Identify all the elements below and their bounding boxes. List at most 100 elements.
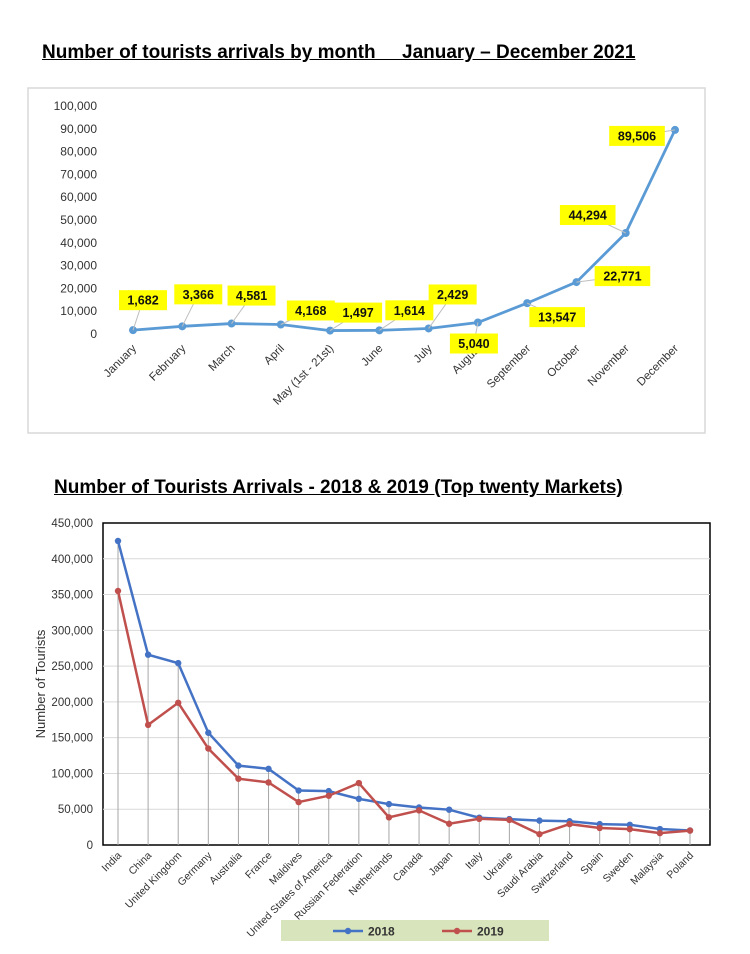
y-axis-label: Number of Tourists xyxy=(33,629,48,738)
data-point-2019 xyxy=(536,830,543,838)
legend-marker-2019 xyxy=(453,927,461,935)
data-point-2018 xyxy=(355,795,363,803)
y-tick-label: 10,000 xyxy=(60,304,97,318)
data-label: 13,547 xyxy=(538,311,576,325)
data-point-2019 xyxy=(476,815,483,823)
legend-label: 2019 xyxy=(477,925,504,939)
data-label: 1,614 xyxy=(394,304,425,318)
series-line-2018 xyxy=(116,540,691,832)
data-label: 1,682 xyxy=(127,294,158,308)
y-tick-label: 40,000 xyxy=(60,236,97,250)
data-point-2019 xyxy=(144,721,152,729)
y-tick-label: 70,000 xyxy=(60,167,97,181)
data-label: 5,040 xyxy=(458,337,489,351)
data-point-2018 xyxy=(536,817,543,824)
chart1-frame xyxy=(27,87,706,434)
data-label-box xyxy=(174,284,223,305)
data-label-box xyxy=(334,302,383,323)
data-label-box xyxy=(428,284,477,305)
y-tick-label: 400,000 xyxy=(51,554,93,566)
data-point-2019 xyxy=(626,825,633,833)
data-point-2019 xyxy=(566,820,573,828)
y-tick-label: 450,000 xyxy=(51,518,93,530)
x-tick-label: Japan xyxy=(427,850,456,879)
data-point-2018 xyxy=(265,765,272,773)
data-point-2018 xyxy=(205,729,212,736)
data-label: 89,506 xyxy=(618,129,656,143)
data-label-box xyxy=(594,266,651,287)
y-tick-label: 20,000 xyxy=(60,281,97,295)
data-label-box xyxy=(119,290,167,311)
data-label-box xyxy=(559,205,616,226)
data-point-2019 xyxy=(415,807,423,814)
x-tick-label: Canada xyxy=(391,850,426,885)
legend-box xyxy=(281,920,549,941)
data-label: 1,497 xyxy=(342,306,373,320)
x-tick-label: Spain xyxy=(578,850,606,878)
data-label: 3,366 xyxy=(183,288,214,302)
data-label-box xyxy=(529,307,585,328)
y-tick-label: 80,000 xyxy=(60,145,97,159)
data-point-2019 xyxy=(445,820,453,827)
data-label: 2,429 xyxy=(437,288,468,302)
y-tick-label: 200,000 xyxy=(51,697,93,709)
x-tick-label: Malaysia xyxy=(628,850,666,888)
data-point-2019 xyxy=(295,798,302,806)
chart2-title: Number of Tourists Arrivals - 2018 & 201… xyxy=(54,477,623,498)
data-point-2019 xyxy=(205,745,212,752)
data-point-2018 xyxy=(325,787,332,795)
x-tick-label: Poland xyxy=(665,850,697,882)
legend-marker-2018 xyxy=(344,927,352,935)
data-point-2019 xyxy=(175,699,182,706)
x-tick-label: Germany xyxy=(175,849,215,889)
chart1-title: Number of tourists arrivals by month Jan… xyxy=(42,42,636,63)
legend-label: 2018 xyxy=(368,925,395,939)
data-point-2019 xyxy=(596,824,603,832)
data-point-2019 xyxy=(686,827,694,834)
y-tick-label: 150,000 xyxy=(51,733,93,745)
y-tick-label: 0 xyxy=(87,840,93,852)
y-tick-label: 50,000 xyxy=(58,804,93,816)
data-label-box xyxy=(609,125,665,146)
y-tick-label: 100,000 xyxy=(54,99,98,113)
data-point-2018 xyxy=(445,806,453,813)
data-label: 44,294 xyxy=(569,209,607,223)
y-tick-label: 90,000 xyxy=(60,122,97,136)
data-label-box xyxy=(227,285,276,306)
data-label-box xyxy=(449,333,498,354)
y-tick-label: 350,000 xyxy=(51,590,93,602)
y-tick-label: 50,000 xyxy=(60,213,97,227)
data-point-2019 xyxy=(385,814,393,821)
data-point-2019 xyxy=(265,779,272,786)
x-tick-label: Italy xyxy=(463,849,486,872)
y-tick-label: 60,000 xyxy=(60,190,97,204)
y-tick-label: 100,000 xyxy=(51,768,93,780)
data-point-2019 xyxy=(235,775,242,782)
series-line-2019 xyxy=(116,590,691,836)
y-tick-label: 0 xyxy=(90,327,97,341)
x-tick-label: Australia xyxy=(207,850,244,887)
data-point-2019 xyxy=(506,816,513,824)
data-point-2019 xyxy=(325,792,332,799)
data-point-2018 xyxy=(175,659,182,667)
data-point-2019 xyxy=(355,779,363,787)
data-label: 22,771 xyxy=(603,270,641,284)
chart2-plot-frame xyxy=(102,522,711,846)
data-label-box xyxy=(385,300,434,321)
data-point-2018 xyxy=(144,651,152,658)
data-label: 4,168 xyxy=(295,304,326,318)
data-point-2019 xyxy=(656,829,664,837)
monthly-arrivals-line xyxy=(132,129,677,332)
x-tick-label: India xyxy=(100,850,125,875)
y-tick-label: 300,000 xyxy=(51,625,93,637)
x-tick-label: China xyxy=(126,850,154,878)
data-label-box xyxy=(286,300,335,321)
data-point-2019 xyxy=(114,587,122,595)
data-point-2018 xyxy=(295,787,302,794)
data-point-2018 xyxy=(235,762,242,769)
y-tick-label: 30,000 xyxy=(60,259,97,273)
y-tick-label: 250,000 xyxy=(51,661,93,673)
data-point-2018 xyxy=(114,537,122,545)
